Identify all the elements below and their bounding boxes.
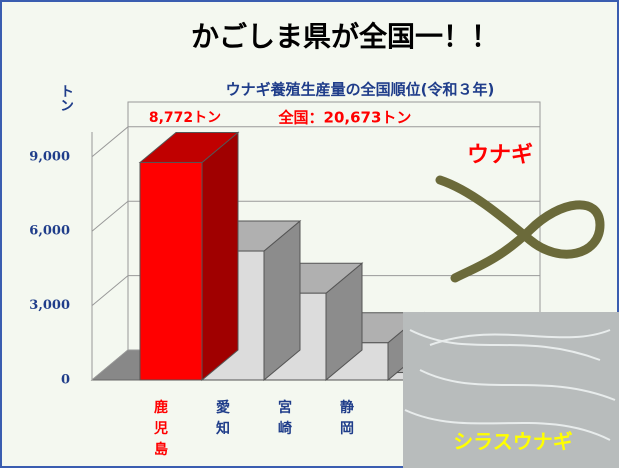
x-tick-label: 鹿 <box>153 399 168 416</box>
y-tick-label: 6,000 <box>29 224 70 239</box>
value-label: 8,772トン <box>149 110 221 126</box>
y-tick-label: 0 <box>61 373 70 388</box>
subtitle: ウナギ養殖生産量の全国順位(令和３年) <box>226 81 495 99</box>
eel-label: ウナギ <box>467 143 533 168</box>
x-tick-label: 岡 <box>340 421 354 437</box>
x-tick-label: 宮 <box>278 399 292 416</box>
total-annotation: 全国：20,673トン <box>278 109 412 127</box>
x-tick-label: 島 <box>154 441 168 458</box>
y-tick-label: 3,000 <box>29 298 70 313</box>
x-tick-label: 児 <box>153 421 168 437</box>
eel-photo <box>440 180 600 278</box>
x-tick-label: 静 <box>340 399 354 416</box>
x-tick-label: 崎 <box>278 420 292 437</box>
glass-eel-label: シラスウナギ <box>453 430 573 454</box>
y-axis-label: トン <box>58 84 74 112</box>
slide: かごしま県が全国一！！ ウナギ養殖生産量の全国順位(令和３年) トン 全国：20… <box>0 0 619 468</box>
bar-side <box>202 132 238 380</box>
x-tick-label: 知 <box>216 420 230 437</box>
eel <box>440 180 600 278</box>
title: かごしま県が全国一！！ <box>191 20 499 53</box>
x-tick-label: 愛 <box>216 399 230 416</box>
y-tick-label: 9,000 <box>29 149 70 164</box>
bar <box>140 162 202 380</box>
